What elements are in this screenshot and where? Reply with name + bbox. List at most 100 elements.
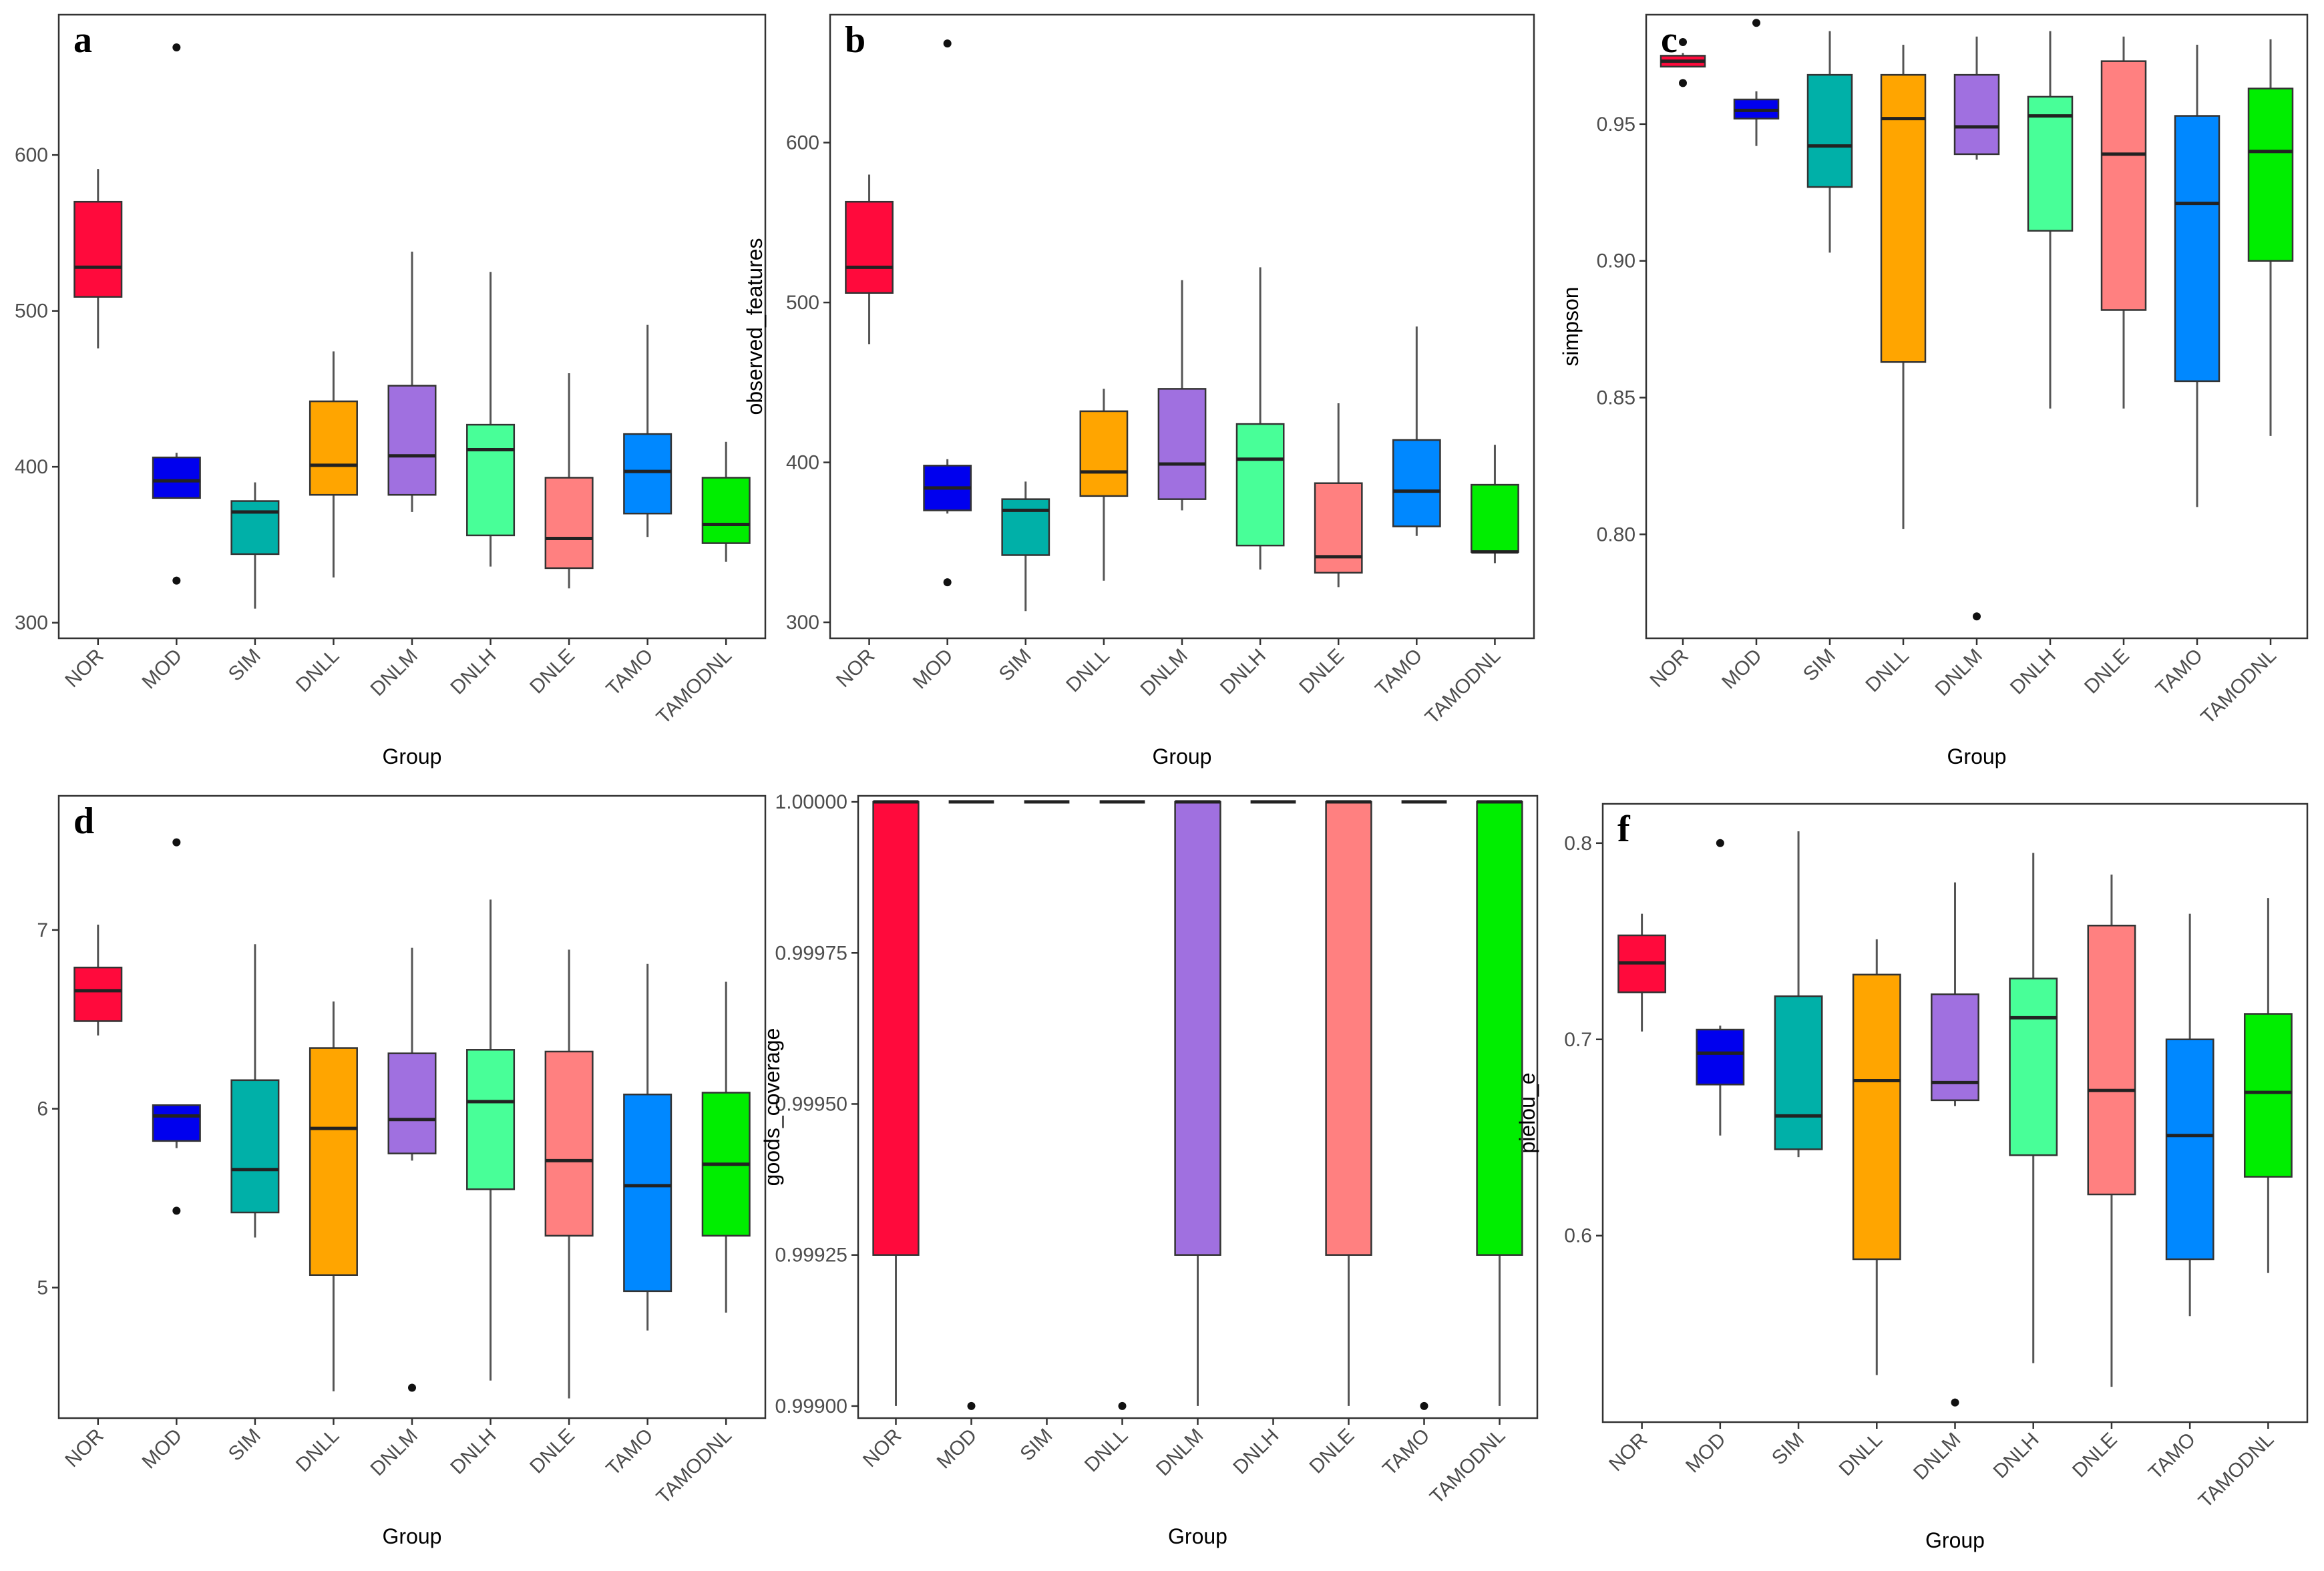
y-tick-label: 400 <box>786 452 819 474</box>
y-tick-label: 0.80 <box>1597 523 1635 545</box>
box-body <box>701 477 751 544</box>
x-tick-label: DNLH <box>446 645 500 699</box>
box-TAMODNL <box>701 441 751 562</box>
panel-label: a <box>73 19 92 61</box>
x-tick-label: DNLL <box>1835 1429 1887 1481</box>
box-DNLH <box>2009 853 2058 1363</box>
box-NOR <box>845 174 894 345</box>
box-body <box>1174 801 1221 1256</box>
box-TAMODNL <box>2243 898 2293 1273</box>
x-tick-label: TAMODNL <box>652 1425 736 1508</box>
x-axis-title: Group <box>1925 1528 1985 1552</box>
x-tick-label: NOR <box>1645 645 1692 692</box>
box-MOD <box>152 43 201 585</box>
box-TAMODNL <box>2247 39 2294 436</box>
box-MOD <box>1733 19 1780 146</box>
outlier-point <box>1118 1401 1127 1410</box>
box-body <box>1696 1028 1745 1086</box>
box-TAMODNL <box>1471 445 1519 564</box>
box-TAMO <box>1392 326 1441 536</box>
x-tick-label: TAMO <box>2144 1429 2200 1484</box>
box-DNLH <box>1235 267 1285 570</box>
x-tick-label: DNLM <box>1152 1425 1207 1480</box>
box-body <box>2174 115 2220 383</box>
x-tick-label: DNLH <box>1989 1429 2044 1483</box>
y-axis-title: simpson <box>1559 286 1583 366</box>
box-TAMO <box>2174 45 2220 507</box>
box-body <box>309 1047 358 1276</box>
box-SIM <box>1001 481 1050 612</box>
outlier-point <box>1420 1401 1428 1410</box>
box-body <box>1235 423 1285 547</box>
x-tick-label: NOR <box>832 645 879 692</box>
y-tick-label: 0.6 <box>1564 1225 1592 1247</box>
panel-f: f 0.6 0.7 0.8 pielou_e NOR MOD SIM DNLL DNLM DNLH D… <box>1515 803 2309 1552</box>
x-tick-label: NOR <box>1605 1429 1652 1476</box>
box-MOD <box>923 39 972 587</box>
box-body <box>2009 977 2058 1156</box>
box-DNLL <box>1880 45 1927 529</box>
x-tick-label: MOD <box>138 645 186 694</box>
x-tick-label: DNLE <box>526 1425 579 1478</box>
box-TAMODNL <box>701 981 751 1313</box>
x-tick-label: TAMO <box>1371 645 1426 700</box>
x-tick-label: TAMODNL <box>1421 645 1505 728</box>
y-tick-label: 600 <box>786 132 819 154</box>
box-DNLL <box>309 351 358 578</box>
x-tick-label: TAMODNL <box>2196 645 2280 728</box>
y-tick-label: 0.99925 <box>775 1245 847 1267</box>
y-tick-label: 1.00000 <box>775 791 847 813</box>
box-NOR <box>1660 37 1706 87</box>
panel-a: a300400500600chao1NORMODSIMDNLLDNLMDNLHD… <box>15 13 767 768</box>
outlier-point <box>1679 79 1687 87</box>
box-SIM <box>230 482 280 609</box>
x-tick-label: NOR <box>61 1425 108 1472</box>
box-body <box>1157 388 1207 500</box>
x-tick-label: TAMO <box>602 645 658 700</box>
y-tick-label: 300 <box>786 612 819 634</box>
outlier-point <box>1951 1398 1959 1407</box>
box-body <box>387 1052 437 1154</box>
y-tick-label: 0.99900 <box>775 1395 847 1417</box>
box-body <box>1314 482 1363 574</box>
x-tick-label: DNLH <box>1216 645 1270 699</box>
box-body <box>387 385 437 496</box>
x-tick-label: DNLM <box>1931 645 1987 700</box>
x-tick-label: DNLL <box>1081 1425 1133 1477</box>
x-tick-label: DNLM <box>367 1425 422 1480</box>
box-DNLH <box>466 899 516 1381</box>
panel-d: d567shannonNORMODSIMDNLLDNLMDNLHDNLETAMO… <box>37 795 767 1548</box>
y-tick-label: 0.7 <box>1564 1029 1592 1051</box>
y-tick-label: 500 <box>15 300 48 322</box>
box-body <box>1476 801 1523 1256</box>
box-DNLM <box>1953 36 2000 621</box>
outlier-point <box>1752 19 1760 27</box>
y-tick-label: 6 <box>37 1098 48 1120</box>
box-body <box>1392 439 1441 527</box>
box-DNLM <box>1931 882 1979 1407</box>
x-tick-label: TAMO <box>2152 645 2207 700</box>
box-DNLM <box>1174 800 1221 1406</box>
y-tick-label: 5 <box>37 1277 48 1299</box>
outlier-point <box>1973 612 1981 621</box>
y-tick-label: 0.95 <box>1597 114 1635 136</box>
outlier-point <box>172 43 181 52</box>
x-axis-title: Group <box>383 1524 442 1548</box>
box-body <box>1852 973 1901 1261</box>
box-DNLE <box>2100 36 2147 409</box>
box-body <box>1325 801 1372 1256</box>
box-DNLM <box>1157 280 1207 511</box>
box-MOD <box>152 838 201 1215</box>
box-NOR <box>73 169 123 349</box>
y-tick-label: 300 <box>15 612 48 634</box>
x-axis-title: Group <box>1947 744 2007 768</box>
box-body <box>2100 60 2147 311</box>
outlier-point <box>408 1383 416 1392</box>
outlier-point <box>967 1401 976 1410</box>
outlier-point <box>1716 839 1724 847</box>
x-tick-label: DNLH <box>446 1425 500 1479</box>
box-body <box>544 1050 594 1237</box>
box-body <box>1079 410 1129 497</box>
outlier-point <box>172 1206 181 1215</box>
